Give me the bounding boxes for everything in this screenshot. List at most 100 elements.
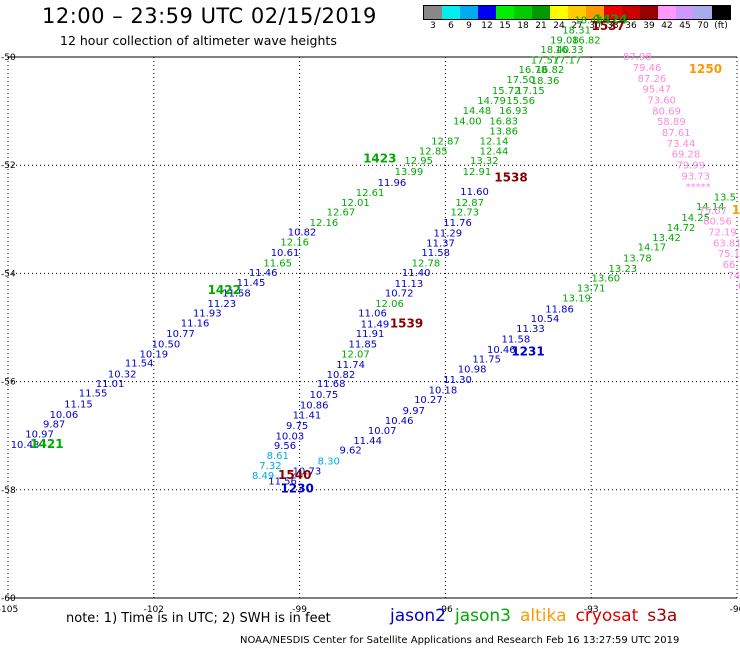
colorbar-label: 21 <box>535 21 547 31</box>
colorbar-cell <box>586 6 604 19</box>
swh-value-label: 12.67 <box>327 208 356 219</box>
swh-value-label: 72.19 <box>708 228 737 239</box>
swh-value-label: 11.45 <box>237 278 266 289</box>
swh-value-label: 18.31 <box>562 26 591 37</box>
swh-value-label: 12.01 <box>341 198 370 209</box>
swh-value-label: 13.60 <box>591 274 620 285</box>
swh-value-label: 11.44 <box>353 436 382 447</box>
axis-ticks: -105 -102 -99 -96 -93 -90 -50 -52 -54 -56 -58 -60 <box>0 53 740 615</box>
colorbar-label: 30 <box>589 21 601 31</box>
swh-value-label: 13.78 <box>623 253 652 264</box>
y-tick-label: -54 <box>1 269 16 279</box>
swh-value-label: 16.33 <box>555 45 584 56</box>
pass-number-label: 1421 <box>30 437 63 451</box>
swh-value-label: 75.07 <box>698 206 727 217</box>
swh-value-label: 11.75 <box>472 355 501 366</box>
swh-value-label: 73.60 <box>647 96 676 107</box>
swh-value-label: 9.56 <box>274 441 296 452</box>
colorbar-label: 42 <box>661 21 673 31</box>
swh-value-label: 10.18 <box>429 386 458 397</box>
page-subtitle: 12 hour collection of altimeter wave hei… <box>60 33 337 48</box>
swh-value-label: 11.16 <box>181 318 210 329</box>
swh-value-label: 10.82 <box>327 370 356 381</box>
swh-value-label: 12.87 <box>455 198 484 209</box>
credit-text: NOAA/NESDIS Center for Satellite Applica… <box>240 635 680 646</box>
swh-value-label: 15.72 <box>492 86 521 97</box>
colorbar-label: 39 <box>643 21 655 31</box>
swh-value-label: 10.75 <box>310 390 339 401</box>
pass-number-label: 1539 <box>390 317 423 331</box>
swh-value-label: 10.54 <box>531 314 560 325</box>
colorbar-cell <box>568 6 586 19</box>
colorbar-cell <box>550 6 568 19</box>
swh-value-label: 18.44 <box>574 15 603 26</box>
swh-value-label: 87.26 <box>638 74 667 85</box>
swh-value-label: 10.82 <box>288 228 317 239</box>
colorbar-cell <box>496 6 514 19</box>
y-tick-label: -58 <box>1 486 16 496</box>
swh-value-label: 13.86 <box>489 126 518 137</box>
y-tick-label: -50 <box>1 53 16 63</box>
colorbar-cell <box>658 6 676 19</box>
swh-value-label: 11.55 <box>79 389 108 400</box>
swh-value-label: 11.37 <box>426 238 455 249</box>
colorbar-cell <box>424 6 442 19</box>
pass-number-label: 1422 <box>208 283 241 297</box>
pass-labels: 1421142214231424153715381539154012301231… <box>30 12 740 495</box>
swh-value-label: 12.78 <box>412 258 441 269</box>
swh-value-label: 17.15 <box>516 86 545 97</box>
colorbar-cell <box>640 6 658 19</box>
colorbar-label: 12 <box>481 21 493 31</box>
swh-value-label: 12.06 <box>375 299 404 310</box>
swh-value-label: 8.30 <box>318 456 340 467</box>
swh-value-label: 14.14 <box>696 202 725 213</box>
colorbar-label: 36 <box>625 21 637 31</box>
swh-value-label: 13.42 <box>652 233 681 244</box>
colorbar-label: 33 <box>607 21 619 31</box>
colorbar-cell <box>712 6 730 19</box>
swh-value-label: 7.32 <box>259 461 281 472</box>
swh-value-label: 19.08 <box>550 35 579 46</box>
swh-value-label: 11.91 <box>356 329 385 340</box>
swh-value-label: 11.86 <box>545 304 574 315</box>
swh-value-label: 11.01 <box>96 379 125 390</box>
swh-value-label: 12.44 <box>480 146 509 157</box>
swh-value-label: 9.75 <box>286 421 308 432</box>
swh-value-label: 63.81 <box>713 238 740 249</box>
pass-number-label: 1540 <box>278 468 311 482</box>
colorbar-cell <box>604 6 622 19</box>
swh-value-label: 87.61 <box>662 128 691 139</box>
swh-value-label: 17.50 <box>506 75 535 86</box>
swh-value-label: 75.15 <box>718 249 740 260</box>
swh-value-label: 10.06 <box>50 410 79 421</box>
swh-value-label: 11.40 <box>402 268 431 279</box>
swh-value-label: 14.48 <box>463 106 492 117</box>
colorbar-label: (ft) <box>714 21 728 31</box>
pass-number-label: 1538 <box>494 170 527 184</box>
swh-value-label: 95.47 <box>642 85 671 96</box>
swh-value-label: 11.96 <box>378 178 407 189</box>
swh-value-label: 11.58 <box>502 335 531 346</box>
x-tick-label: -102 <box>144 605 164 615</box>
x-tick-label: -93 <box>584 605 599 615</box>
swh-value-label: 11.29 <box>434 229 463 240</box>
swh-value-label: 12.85 <box>419 146 448 157</box>
x-tick-label: -96 <box>438 605 453 615</box>
swh-value-label: 17.17 <box>553 55 582 66</box>
legend-item-s3a: s3a <box>647 606 678 626</box>
colorbar-cell <box>676 6 694 19</box>
swh-value-label: 8.61 <box>267 451 289 462</box>
swh-value-label: 11.13 <box>395 279 424 290</box>
swh-value-label: 11.93 <box>193 309 222 320</box>
swh-value-label: 11.15 <box>64 400 93 411</box>
swh-value-label: 10.61 <box>271 248 300 259</box>
swh-value-label: ***** <box>686 182 711 193</box>
swh-value-label: 10.50 <box>152 340 181 351</box>
colorbar-cell <box>460 6 478 19</box>
swh-value-label: 10.98 <box>458 364 487 375</box>
swh-value-label: 93.73 <box>681 171 710 182</box>
colorbar-label: 6 <box>448 21 454 31</box>
swh-value-label: 80.56 <box>703 217 732 228</box>
swh-value-label: 10.77 <box>166 329 195 340</box>
